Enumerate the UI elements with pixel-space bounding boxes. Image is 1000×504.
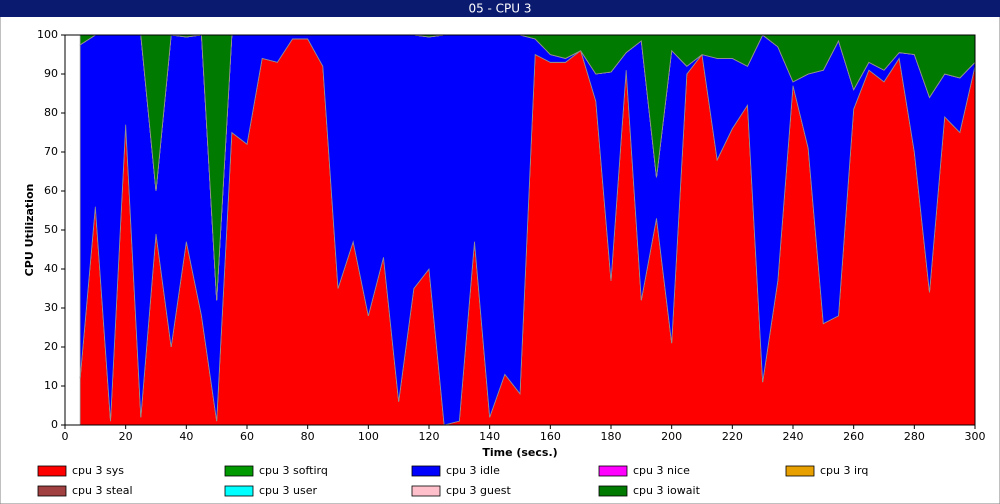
legend-swatch — [37, 485, 67, 497]
x-tick-label: 300 — [965, 430, 986, 443]
legend-label: cpu 3 softirq — [259, 464, 328, 477]
x-axis-label: Time (secs.) — [482, 446, 557, 459]
y-tick-label: 50 — [44, 223, 58, 236]
x-tick-label: 220 — [722, 430, 743, 443]
legend-label: cpu 3 user — [259, 484, 317, 497]
x-tick-label: 160 — [540, 430, 561, 443]
title-bar — [0, 0, 1000, 17]
legend-swatch — [598, 485, 628, 497]
legend-label: cpu 3 nice — [633, 464, 690, 477]
y-axis-label: CPU Utilization — [23, 184, 36, 277]
x-tick-label: 120 — [419, 430, 440, 443]
x-tick-label: 200 — [661, 430, 682, 443]
x-tick-label: 140 — [479, 430, 500, 443]
x-tick-label: 0 — [62, 430, 69, 443]
x-tick-label: 60 — [240, 430, 254, 443]
legend-label: cpu 3 guest — [446, 484, 511, 497]
x-tick-label: 240 — [783, 430, 804, 443]
legend-swatch — [224, 485, 254, 497]
y-tick-label: 20 — [44, 340, 58, 353]
y-tick-label: 90 — [44, 67, 58, 80]
x-tick-label: 80 — [301, 430, 315, 443]
legend-swatch — [411, 465, 441, 477]
y-tick-label: 40 — [44, 262, 58, 275]
legend-swatch — [411, 485, 441, 497]
y-tick-label: 70 — [44, 145, 58, 158]
legend-swatch — [224, 465, 254, 477]
y-tick-label: 30 — [44, 301, 58, 314]
y-tick-label: 60 — [44, 184, 58, 197]
legend-label: cpu 3 steal — [72, 484, 133, 497]
legend-label: cpu 3 idle — [446, 464, 500, 477]
x-tick-label: 100 — [358, 430, 379, 443]
legend-label: cpu 3 sys — [72, 464, 124, 477]
legend-swatch — [785, 465, 815, 477]
y-tick-label: 100 — [37, 28, 58, 41]
y-tick-label: 0 — [51, 418, 58, 431]
legend-label: cpu 3 iowait — [633, 484, 701, 497]
y-tick-label: 10 — [44, 379, 58, 392]
legend-swatch — [37, 465, 67, 477]
legend-swatch — [598, 465, 628, 477]
y-tick-label: 80 — [44, 106, 58, 119]
x-tick-label: 280 — [904, 430, 925, 443]
x-tick-label: 20 — [119, 430, 133, 443]
legend-label: cpu 3 irq — [820, 464, 868, 477]
x-tick-label: 260 — [843, 430, 864, 443]
x-tick-label: 40 — [179, 430, 193, 443]
chart-title: 05 - CPU 3 — [468, 2, 531, 16]
x-tick-label: 180 — [601, 430, 622, 443]
